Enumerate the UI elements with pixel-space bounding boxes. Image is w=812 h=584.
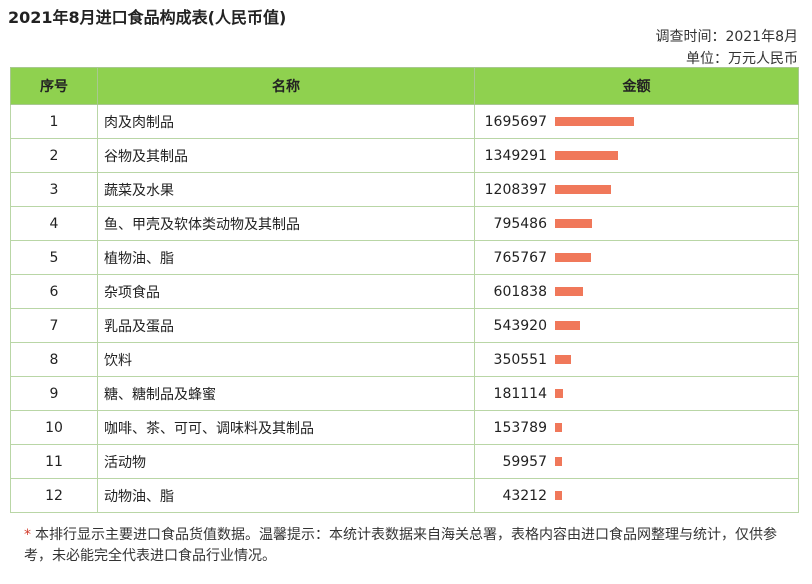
table-row: 2 谷物及其制品 1349291 <box>10 138 799 173</box>
table-row: 7 乳品及蛋品 543920 <box>10 308 799 343</box>
footnote-text: 本排行显示主要进口食品货值数据。温馨提示：本统计表数据来自海关总署，表格内容由进… <box>24 527 777 564</box>
row-amount-value: 59957 <box>502 453 547 470</box>
row-name: 乳品及蛋品 <box>97 308 475 343</box>
row-amount-cell: 43212 <box>474 478 799 513</box>
header-amount: 金额 <box>474 67 799 105</box>
row-seq: 2 <box>10 138 98 173</box>
row-amount-cell: 1208397 <box>474 172 799 207</box>
table-body: 1 肉及肉制品 1695697 2 谷物及其制品 1349291 3 蔬菜及水果 1208397… <box>10 104 799 513</box>
row-seq: 11 <box>10 444 98 479</box>
data-table: 序号 名称 金额 1 肉及肉制品 1695697 2 谷物及其制品 1349291 3 蔬菜及… <box>10 67 799 513</box>
table-row: 12 动物油、脂 43212 <box>10 478 799 513</box>
row-name: 糖、糖制品及蜂蜜 <box>97 376 475 411</box>
row-amount-value: 543920 <box>493 317 547 334</box>
row-amount-value: 350551 <box>493 351 547 368</box>
row-amount-cell: 350551 <box>474 342 799 377</box>
row-name: 鱼、甲壳及软体类动物及其制品 <box>97 206 475 241</box>
row-seq: 6 <box>10 274 98 309</box>
table-row: 10 咖啡、茶、可可、调味料及其制品 153789 <box>10 410 799 445</box>
header-seq: 序号 <box>10 67 98 105</box>
row-amount-bar <box>555 253 591 262</box>
row-name: 杂项食品 <box>97 274 475 309</box>
row-seq: 1 <box>10 104 98 139</box>
row-amount-value: 601838 <box>493 283 547 300</box>
row-amount-cell: 1695697 <box>474 104 799 139</box>
table-row: 6 杂项食品 601838 <box>10 274 799 309</box>
row-amount-value: 1349291 <box>484 147 547 164</box>
row-amount-cell: 1349291 <box>474 138 799 173</box>
table-row: 5 植物油、脂 765767 <box>10 240 799 275</box>
row-name: 谷物及其制品 <box>97 138 475 173</box>
row-amount-cell: 59957 <box>474 444 799 479</box>
row-amount-cell: 181114 <box>474 376 799 411</box>
row-amount-bar <box>555 219 592 228</box>
table-row: 11 活动物 59957 <box>10 444 799 479</box>
row-seq: 10 <box>10 410 98 445</box>
row-name: 咖啡、茶、可可、调味料及其制品 <box>97 410 475 445</box>
row-name: 蔬菜及水果 <box>97 172 475 207</box>
row-amount-value: 43212 <box>502 487 547 504</box>
survey-time: 调查时间：2021年8月 <box>655 29 798 45</box>
header-name: 名称 <box>97 67 475 105</box>
row-seq: 5 <box>10 240 98 275</box>
row-amount-bar <box>555 423 562 432</box>
row-amount-cell: 153789 <box>474 410 799 445</box>
row-amount-value: 795486 <box>493 215 547 232</box>
row-amount-value: 1695697 <box>484 113 547 130</box>
table-row: 1 肉及肉制品 1695697 <box>10 104 799 139</box>
row-seq: 9 <box>10 376 98 411</box>
page-title: 2021年8月进口食品构成表(人民币值) <box>8 8 287 27</box>
table-row: 8 饮料 350551 <box>10 342 799 377</box>
row-name: 饮料 <box>97 342 475 377</box>
row-seq: 4 <box>10 206 98 241</box>
row-amount-cell: 795486 <box>474 206 799 241</box>
row-amount-value: 1208397 <box>484 181 547 198</box>
row-amount-bar <box>555 321 580 330</box>
row-amount-bar <box>555 491 562 500</box>
footnote-star: * <box>24 527 31 543</box>
table-row: 3 蔬菜及水果 1208397 <box>10 172 799 207</box>
row-seq: 12 <box>10 478 98 513</box>
row-amount-cell: 765767 <box>474 240 799 275</box>
row-amount-bar <box>555 355 571 364</box>
row-amount-cell: 543920 <box>474 308 799 343</box>
row-name: 动物油、脂 <box>97 478 475 513</box>
row-name: 活动物 <box>97 444 475 479</box>
row-amount-bar <box>555 185 611 194</box>
row-seq: 8 <box>10 342 98 377</box>
row-amount-bar <box>555 117 634 126</box>
row-seq: 7 <box>10 308 98 343</box>
row-amount-bar <box>555 151 618 160</box>
row-amount-bar <box>555 389 563 398</box>
row-seq: 3 <box>10 172 98 207</box>
table-header-row: 序号 名称 金额 <box>10 67 799 105</box>
row-amount-cell: 601838 <box>474 274 799 309</box>
row-name: 肉及肉制品 <box>97 104 475 139</box>
row-amount-value: 153789 <box>493 419 547 436</box>
table-row: 4 鱼、甲壳及软体类动物及其制品 795486 <box>10 206 799 241</box>
table-row: 9 糖、糖制品及蜂蜜 181114 <box>10 376 799 411</box>
row-amount-bar <box>555 457 562 466</box>
row-amount-value: 765767 <box>493 249 547 266</box>
row-name: 植物油、脂 <box>97 240 475 275</box>
row-amount-value: 181114 <box>493 385 547 402</box>
footnote: * 本排行显示主要进口食品货值数据。温馨提示：本统计表数据来自海关总署，表格内容由… <box>24 525 794 567</box>
row-amount-bar <box>555 287 583 296</box>
unit-label: 单位：万元人民币 <box>686 51 798 67</box>
